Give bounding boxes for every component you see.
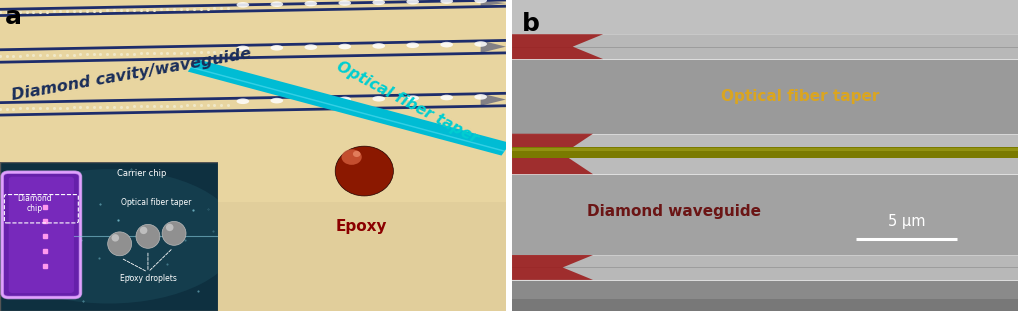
Ellipse shape	[271, 2, 283, 7]
FancyBboxPatch shape	[9, 177, 74, 293]
Polygon shape	[512, 280, 1018, 311]
Ellipse shape	[406, 0, 419, 5]
Polygon shape	[512, 299, 1018, 311]
Ellipse shape	[139, 227, 148, 234]
Ellipse shape	[474, 0, 487, 3]
Ellipse shape	[166, 224, 173, 231]
Text: Diamond
chip: Diamond chip	[17, 194, 52, 213]
Ellipse shape	[304, 97, 318, 103]
Text: Diamond cavity/waveguide: Diamond cavity/waveguide	[10, 46, 252, 103]
Ellipse shape	[304, 1, 318, 7]
Ellipse shape	[441, 95, 453, 100]
Polygon shape	[0, 162, 218, 311]
Ellipse shape	[335, 146, 393, 196]
Polygon shape	[512, 147, 1018, 158]
Ellipse shape	[271, 98, 283, 104]
Polygon shape	[480, 93, 506, 106]
Polygon shape	[512, 34, 1018, 59]
Polygon shape	[512, 255, 593, 280]
Ellipse shape	[338, 0, 351, 6]
Text: Optical fiber taper: Optical fiber taper	[722, 89, 880, 104]
Polygon shape	[512, 59, 1018, 134]
Ellipse shape	[338, 97, 351, 102]
Text: Optical fiber taper: Optical fiber taper	[121, 197, 191, 207]
Text: a: a	[5, 5, 22, 29]
Ellipse shape	[373, 0, 385, 5]
Ellipse shape	[353, 151, 360, 157]
Ellipse shape	[236, 99, 249, 104]
Polygon shape	[187, 59, 510, 156]
Text: 5 μm: 5 μm	[888, 214, 925, 229]
Polygon shape	[512, 255, 1018, 280]
Text: Diamond waveguide: Diamond waveguide	[587, 204, 761, 219]
Ellipse shape	[373, 43, 385, 49]
Ellipse shape	[236, 2, 249, 8]
Ellipse shape	[341, 149, 361, 165]
Polygon shape	[480, 0, 506, 6]
Ellipse shape	[338, 44, 351, 49]
Polygon shape	[512, 0, 1018, 37]
Ellipse shape	[136, 225, 160, 248]
Ellipse shape	[441, 42, 453, 48]
Ellipse shape	[108, 232, 131, 256]
Ellipse shape	[112, 234, 119, 242]
Ellipse shape	[474, 41, 487, 47]
Polygon shape	[512, 148, 1018, 151]
Ellipse shape	[304, 44, 318, 50]
Ellipse shape	[271, 45, 283, 51]
Polygon shape	[512, 134, 593, 174]
Ellipse shape	[474, 94, 487, 100]
Ellipse shape	[162, 221, 186, 245]
Polygon shape	[190, 67, 505, 152]
Polygon shape	[480, 40, 506, 53]
Text: Carrier chip: Carrier chip	[117, 169, 166, 178]
Ellipse shape	[0, 169, 239, 304]
Polygon shape	[512, 134, 1018, 174]
Ellipse shape	[236, 46, 249, 51]
Polygon shape	[512, 34, 603, 59]
FancyBboxPatch shape	[2, 172, 80, 298]
Text: Epoxy: Epoxy	[336, 219, 388, 234]
Polygon shape	[512, 0, 1018, 311]
Text: b: b	[522, 12, 540, 36]
Polygon shape	[0, 0, 506, 311]
Ellipse shape	[373, 96, 385, 102]
Polygon shape	[0, 202, 506, 311]
Ellipse shape	[441, 0, 453, 4]
Text: Optical fiber taper: Optical fiber taper	[334, 59, 480, 146]
Ellipse shape	[406, 43, 419, 48]
Text: Epoxy droplets: Epoxy droplets	[119, 274, 176, 283]
Ellipse shape	[406, 95, 419, 101]
